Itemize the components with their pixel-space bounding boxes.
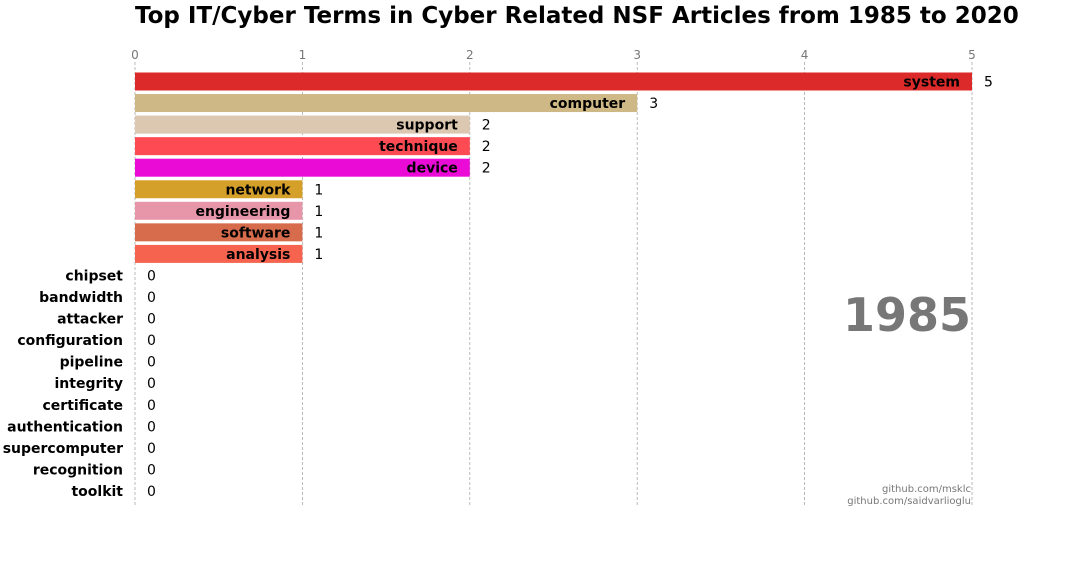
bar-label: pipeline bbox=[60, 355, 123, 371]
bar bbox=[135, 223, 303, 242]
bar-label: recognition bbox=[33, 462, 123, 478]
bar-label: technique bbox=[379, 139, 458, 155]
grid-layer: 0 1 2 3 4 5 bbox=[131, 48, 976, 505]
value-label: 2 bbox=[482, 139, 491, 155]
bar bbox=[135, 201, 303, 220]
value-label: 0 bbox=[147, 484, 156, 500]
credit-line-1: github.com/msklc bbox=[882, 484, 971, 495]
value-label: 5 bbox=[984, 75, 993, 91]
bar-label: device bbox=[407, 161, 458, 177]
value-label: 0 bbox=[147, 312, 156, 328]
x-tick-label: 0 bbox=[131, 48, 139, 62]
bar-label: toolkit bbox=[71, 484, 123, 500]
year-label: 1985 bbox=[843, 288, 971, 342]
x-tick-label: 3 bbox=[633, 48, 641, 62]
bar bbox=[135, 180, 303, 199]
bar-label: bandwidth bbox=[39, 290, 123, 306]
bar-label: support bbox=[396, 118, 458, 134]
bar bbox=[135, 244, 303, 263]
value-label: 1 bbox=[314, 182, 323, 198]
bar bbox=[135, 115, 470, 134]
x-tick-label: 2 bbox=[466, 48, 474, 62]
value-label: 0 bbox=[147, 268, 156, 284]
value-label: 1 bbox=[314, 204, 323, 220]
value-label: 3 bbox=[649, 96, 658, 112]
value-label: 0 bbox=[147, 419, 156, 435]
bar bbox=[135, 94, 638, 113]
value-label: 0 bbox=[147, 376, 156, 392]
bar-label: engineering bbox=[195, 204, 290, 220]
bar-label: analysis bbox=[226, 247, 290, 263]
value-label: 2 bbox=[482, 161, 491, 177]
bar-label: software bbox=[221, 225, 291, 241]
x-tick-label: 4 bbox=[801, 48, 809, 62]
value-label: 0 bbox=[147, 290, 156, 306]
bar-label: computer bbox=[550, 96, 626, 112]
bar bbox=[135, 158, 470, 177]
value-label: 2 bbox=[482, 118, 491, 134]
credit-line-2: github.com/saidvarlioglu bbox=[847, 496, 971, 507]
bars-layer: system 5 computer 3 support 2 technique 2 device… bbox=[3, 72, 993, 500]
bar-label: supercomputer bbox=[3, 441, 123, 457]
bar-label: system bbox=[903, 75, 960, 91]
bar-label: configuration bbox=[17, 333, 123, 349]
bar-label: authentication bbox=[7, 419, 123, 435]
x-tick-label: 1 bbox=[299, 48, 307, 62]
bar-label: chipset bbox=[65, 268, 123, 284]
value-label: 1 bbox=[314, 225, 323, 241]
x-tick-label: 5 bbox=[968, 48, 976, 62]
bar-label: certificate bbox=[43, 398, 124, 414]
value-label: 0 bbox=[147, 398, 156, 414]
bar bbox=[135, 72, 972, 91]
chart-title: Top IT/Cyber Terms in Cyber Related NSF … bbox=[135, 3, 1019, 29]
value-label: 0 bbox=[147, 355, 156, 371]
value-label: 0 bbox=[147, 333, 156, 349]
bar-label: network bbox=[225, 182, 291, 198]
bar bbox=[135, 137, 470, 156]
value-label: 1 bbox=[314, 247, 323, 263]
bar-label: attacker bbox=[57, 312, 123, 328]
value-label: 0 bbox=[147, 462, 156, 478]
value-label: 0 bbox=[147, 441, 156, 457]
bar-label: integrity bbox=[55, 376, 124, 392]
